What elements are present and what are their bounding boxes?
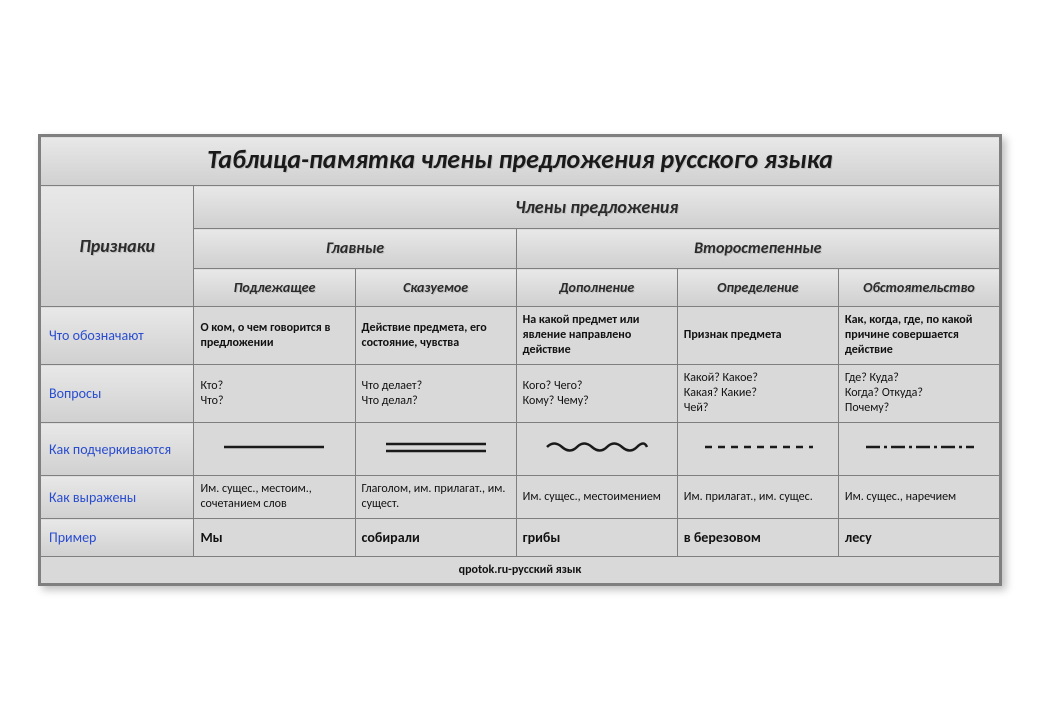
header-features: Признаки bbox=[41, 186, 194, 307]
cell: собирали bbox=[355, 519, 516, 557]
dashed-line-icon bbox=[693, 432, 823, 462]
col-subject: Подлежащее bbox=[194, 269, 355, 307]
row-meaning: Что обозначают О ком, о чем говорится в … bbox=[41, 307, 1000, 365]
rowlabel-example: Пример bbox=[41, 519, 194, 557]
rowlabel-underline: Как подчеркиваются bbox=[41, 423, 194, 476]
reference-table: Таблица-памятка члены предложения русско… bbox=[38, 134, 1002, 586]
cell: Им. сущес., местоимением bbox=[516, 476, 677, 519]
cell: Признак предмета bbox=[677, 307, 838, 365]
cell: Им. прилагат., им. сущес. bbox=[677, 476, 838, 519]
dash-dot-line-icon bbox=[854, 432, 984, 462]
cell: грибы bbox=[516, 519, 677, 557]
cell: Им. сущес., наречием bbox=[838, 476, 999, 519]
cell: Как, когда, где, по какой причине соверш… bbox=[838, 307, 999, 365]
header-secondary: Второстепенные bbox=[516, 229, 999, 269]
cell: Кто?Что? bbox=[194, 365, 355, 423]
col-attribute: Определение bbox=[677, 269, 838, 307]
row-example: Пример Мы собирали грибы в березовом лес… bbox=[41, 519, 1000, 557]
rowlabel-questions: Вопросы bbox=[41, 365, 194, 423]
wavy-line-icon bbox=[532, 432, 662, 462]
cell: Им. сущес., местоим., сочетанием слов bbox=[194, 476, 355, 519]
cell: Мы bbox=[194, 519, 355, 557]
table-title: Таблица-памятка члены предложения русско… bbox=[41, 137, 1000, 186]
row-expressed: Как выражены Им. сущес., местоим., сочет… bbox=[41, 476, 1000, 519]
cell: лесу bbox=[838, 519, 999, 557]
grammar-table: Таблица-памятка члены предложения русско… bbox=[40, 136, 1000, 584]
cell: Кого? Чего?Кому? Чему? bbox=[516, 365, 677, 423]
underline-attribute bbox=[677, 423, 838, 476]
double-line-icon bbox=[371, 432, 501, 462]
table-footer: qpotok.ru-русский язык bbox=[41, 557, 1000, 584]
cell: На какой предмет или явление направлено … bbox=[516, 307, 677, 365]
row-questions: Вопросы Кто?Что? Что делает?Что делал? К… bbox=[41, 365, 1000, 423]
rowlabel-expressed: Как выражены bbox=[41, 476, 194, 519]
underline-predicate bbox=[355, 423, 516, 476]
col-adverbial: Обстоятельство bbox=[838, 269, 999, 307]
header-main: Главные bbox=[194, 229, 516, 269]
header-members: Члены предложения bbox=[194, 186, 1000, 229]
rowlabel-meaning: Что обозначают bbox=[41, 307, 194, 365]
cell: Какой? Какое?Какая? Какие?Чей? bbox=[677, 365, 838, 423]
col-predicate: Сказуемое bbox=[355, 269, 516, 307]
cell: в березовом bbox=[677, 519, 838, 557]
underline-subject bbox=[194, 423, 355, 476]
underline-adverbial bbox=[838, 423, 999, 476]
underline-object bbox=[516, 423, 677, 476]
col-object: Дополнение bbox=[516, 269, 677, 307]
single-line-icon bbox=[209, 432, 339, 462]
cell: Что делает?Что делал? bbox=[355, 365, 516, 423]
row-underlines: Как подчеркиваются bbox=[41, 423, 1000, 476]
cell: Действие предмета, его состояние, чувств… bbox=[355, 307, 516, 365]
cell: Глаголом, им. прилагат., им. сущест. bbox=[355, 476, 516, 519]
cell: Где? Куда?Когда? Откуда?Почему? bbox=[838, 365, 999, 423]
cell: О ком, о чем говорится в предложении bbox=[194, 307, 355, 365]
